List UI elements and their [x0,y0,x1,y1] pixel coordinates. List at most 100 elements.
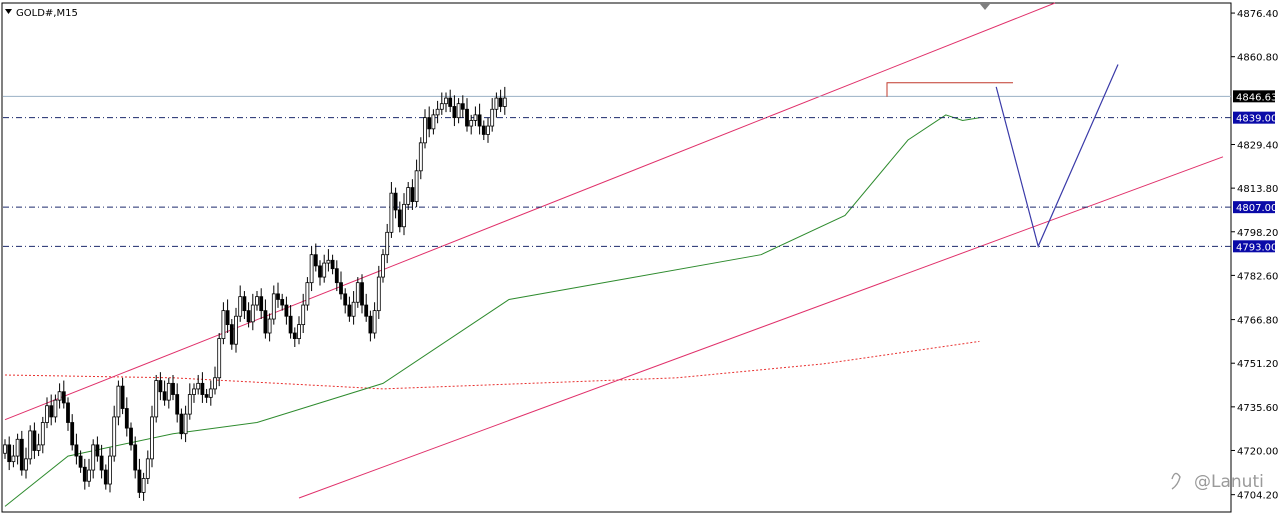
candle-body [124,408,129,429]
candle-body [19,438,24,471]
y-tick-label: 4798.20 [1237,228,1278,239]
candle-body [322,262,327,278]
candle-body [393,192,398,211]
y-tick-label: 4860.80 [1237,53,1278,64]
candle-body [229,324,234,345]
horizontal-levels-layer: 4839.00 4807.00 4793.00 4846.63 [3,82,1277,253]
candle-body [137,469,142,493]
candle-body [171,382,175,395]
candle-body [444,97,448,105]
candle-body [410,187,415,202]
candle-body [179,413,184,435]
candle-body [133,444,138,471]
projection-path [995,64,1119,249]
candle-body [95,444,100,457]
candle-body [99,455,104,471]
candle-body [423,117,427,144]
candle-body [502,97,507,107]
candle-body [376,276,381,312]
candle-body [28,430,33,460]
watermark-logo-icon [1171,472,1181,490]
candle-body [221,310,226,340]
candle-body [418,142,423,172]
candle-body [406,187,411,205]
candle-body [259,296,264,312]
level-price-badge [1233,201,1275,214]
candle-body [120,385,125,409]
candle-body [82,466,87,482]
candle-body [397,209,402,228]
candle-body [339,282,343,295]
candle-body [192,388,196,395]
candle-body [246,310,251,323]
candle-body [439,103,444,110]
y-tick-label: 4751.20 [1237,359,1278,370]
candle-body [112,416,117,457]
level-price-label: 4839.00 [1236,114,1277,125]
candle-body [204,394,209,398]
candle-body [57,391,62,401]
candle-body [154,380,159,418]
candle-body [347,304,352,317]
candle-body [87,469,91,482]
candle-body [402,203,406,228]
candle-body [334,268,339,284]
candle-body [183,413,188,435]
candle-body [280,299,285,306]
candle-body [7,444,12,463]
moving-averages-layer [4,114,980,507]
candle-body [250,304,255,323]
candle-body [53,399,58,418]
candle-body [473,114,478,121]
y-tick-label: 4720.00 [1237,446,1278,457]
candle-body [318,265,322,278]
ma-fast-line [4,114,980,507]
plot-frame [1,2,1232,513]
channel-lower-line [298,156,1224,499]
candle-body [292,332,297,340]
symbol-label: GOLD#,M15 [16,8,78,19]
candle-body [108,455,112,485]
y-tick-label: 4704.20 [1237,491,1278,502]
candle-body [460,103,465,110]
candle-body [78,455,83,468]
channel-upper-line [4,2,1056,421]
candle-body [40,422,45,446]
current-price-label: 4846.63 [1236,92,1277,103]
candle-body [414,170,419,202]
candle-body [141,478,146,493]
candle-body [234,315,238,345]
candle-body [288,315,293,334]
candle-body [3,444,7,454]
candle-body [330,259,335,270]
candle-body [145,458,150,479]
y-tick-label: 4829.40 [1237,141,1278,152]
y-tick-label: 4735.60 [1237,403,1278,414]
candle-body [217,338,222,379]
candle-body [494,97,499,110]
level-price-label: 4807.00 [1236,203,1277,214]
period-marker-icon [980,4,990,10]
dropdown-triangle-icon[interactable] [5,9,12,14]
candle-body [74,444,79,457]
candle-body [196,382,201,390]
watermark-text: @Lanuti [1194,472,1264,492]
candle-body [267,318,272,334]
candle-body [490,108,495,127]
candle-body [427,117,432,130]
candle-body [213,377,217,390]
candle-body [372,310,377,334]
candle-body [452,106,457,119]
candle-body [448,97,453,107]
current-price-badge [1233,90,1275,103]
candle-body [129,427,133,446]
candle-body [271,293,276,320]
candle-body [166,382,171,401]
y-tick-label: 4766.80 [1237,316,1278,327]
candle-body [15,438,20,457]
candle-body [355,282,360,303]
candle-body [116,385,121,418]
candle-body [175,394,180,415]
candles-layer [3,86,507,501]
